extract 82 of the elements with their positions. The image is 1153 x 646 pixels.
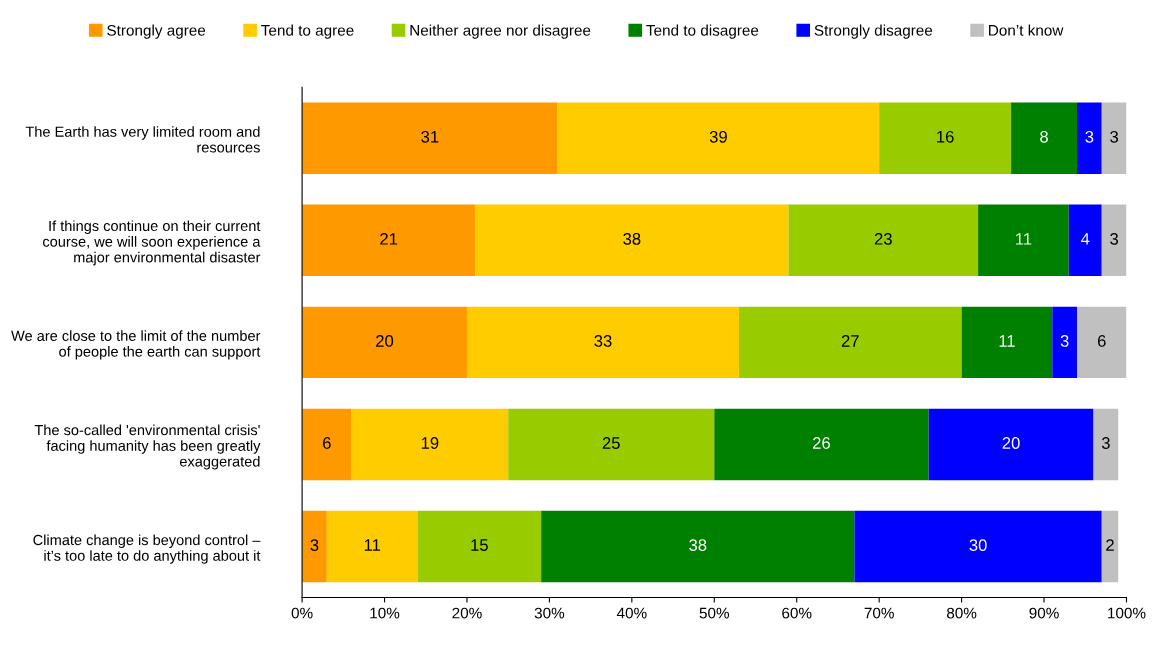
data-label: 8 (1040, 130, 1048, 143)
data-label: 6 (1097, 335, 1106, 347)
y-tick-label: The so-called 'environmental crisis' facing humanity has been greatly exaggerated (34, 424, 261, 470)
legend-label: Tend to agree (261, 24, 354, 39)
data-label: 31 (421, 130, 439, 143)
bar (557, 102, 880, 174)
data-label: 11 (1016, 233, 1032, 245)
bar (508, 408, 715, 481)
data-label: 6 (323, 437, 331, 449)
x-tick-label: 70% (864, 607, 894, 619)
data-label: 21 (380, 232, 398, 245)
data-label: 20 (1002, 437, 1020, 449)
legend-label: Tend to disagree (646, 24, 759, 39)
x-tick-label: 80% (946, 607, 977, 619)
bar (351, 408, 509, 481)
bar (302, 510, 327, 583)
bar (961, 306, 1053, 379)
x-tick-label: 60% (782, 607, 812, 619)
bar (1077, 102, 1102, 174)
bar (1068, 204, 1102, 277)
data-label: 25 (602, 437, 620, 449)
bar (1101, 510, 1119, 583)
bar (739, 306, 962, 379)
x-tick-label: 40% (616, 607, 647, 619)
legend-label: Don’t know (989, 24, 1064, 36)
data-label: 3 (1110, 232, 1119, 245)
bar (978, 204, 1069, 277)
bar (1077, 306, 1127, 379)
bar (302, 204, 476, 277)
bar (326, 510, 418, 583)
x-tick-label: 0% (291, 607, 313, 619)
data-label: 11 (999, 335, 1015, 347)
data-label: 2 (1106, 539, 1114, 551)
bar (854, 510, 1102, 583)
data-label: 39 (709, 130, 727, 143)
data-label: 3 (1085, 130, 1094, 143)
bar (466, 306, 740, 379)
legend-label: Strongly agree (107, 24, 206, 39)
legend-label: Neither agree nor disagree (410, 24, 591, 39)
bar (475, 204, 789, 277)
data-label: 3 (310, 539, 319, 551)
data-label: 3 (1110, 130, 1119, 143)
y-tick-label: If things continue on their current course, we will soon experience a major environmental disaster (43, 220, 261, 266)
y-tick-label: The Earth has very limited room and resources (25, 126, 260, 153)
bar (1011, 102, 1078, 174)
bar (302, 408, 352, 481)
data-label: 33 (594, 335, 612, 347)
x-tick-label: 20% (452, 607, 482, 619)
bar (302, 306, 467, 379)
data-label: 27 (841, 335, 859, 347)
bar (541, 510, 855, 583)
bar (302, 102, 558, 174)
data-label: 15 (471, 539, 488, 551)
x-tick-label: 30% (534, 607, 565, 619)
data-label: 23 (874, 232, 892, 245)
bar (1093, 408, 1119, 481)
data-label: 3 (1060, 335, 1069, 347)
data-label: 4 (1081, 233, 1090, 245)
data-label: 11 (364, 539, 380, 551)
data-label: 38 (623, 232, 641, 245)
data-label: 20 (376, 335, 394, 347)
x-tick-label: 50% (699, 607, 730, 619)
data-label: 19 (421, 437, 439, 449)
data-label: 38 (689, 539, 707, 551)
bar (928, 408, 1094, 481)
legend-label: Strongly disagree (814, 24, 933, 39)
y-tick-label: We are close to the limit of the number of people the earth can support (11, 330, 261, 360)
data-label: 3 (1101, 437, 1110, 449)
bar (417, 510, 542, 583)
data-label: 30 (969, 539, 987, 551)
data-label: 26 (813, 437, 830, 449)
bar (1101, 204, 1127, 277)
y-tick-label: Climate change is beyond control – it’s too late to do anything about it (33, 534, 261, 564)
x-tick-label: 100% (1108, 607, 1146, 619)
x-tick-label: 90% (1029, 607, 1059, 619)
bar (1101, 102, 1127, 174)
bar (1052, 306, 1078, 379)
bar (879, 102, 1012, 174)
x-tick-label: 10% (370, 607, 400, 619)
bar (714, 408, 929, 481)
data-label: 16 (937, 130, 954, 143)
bar (788, 204, 979, 277)
